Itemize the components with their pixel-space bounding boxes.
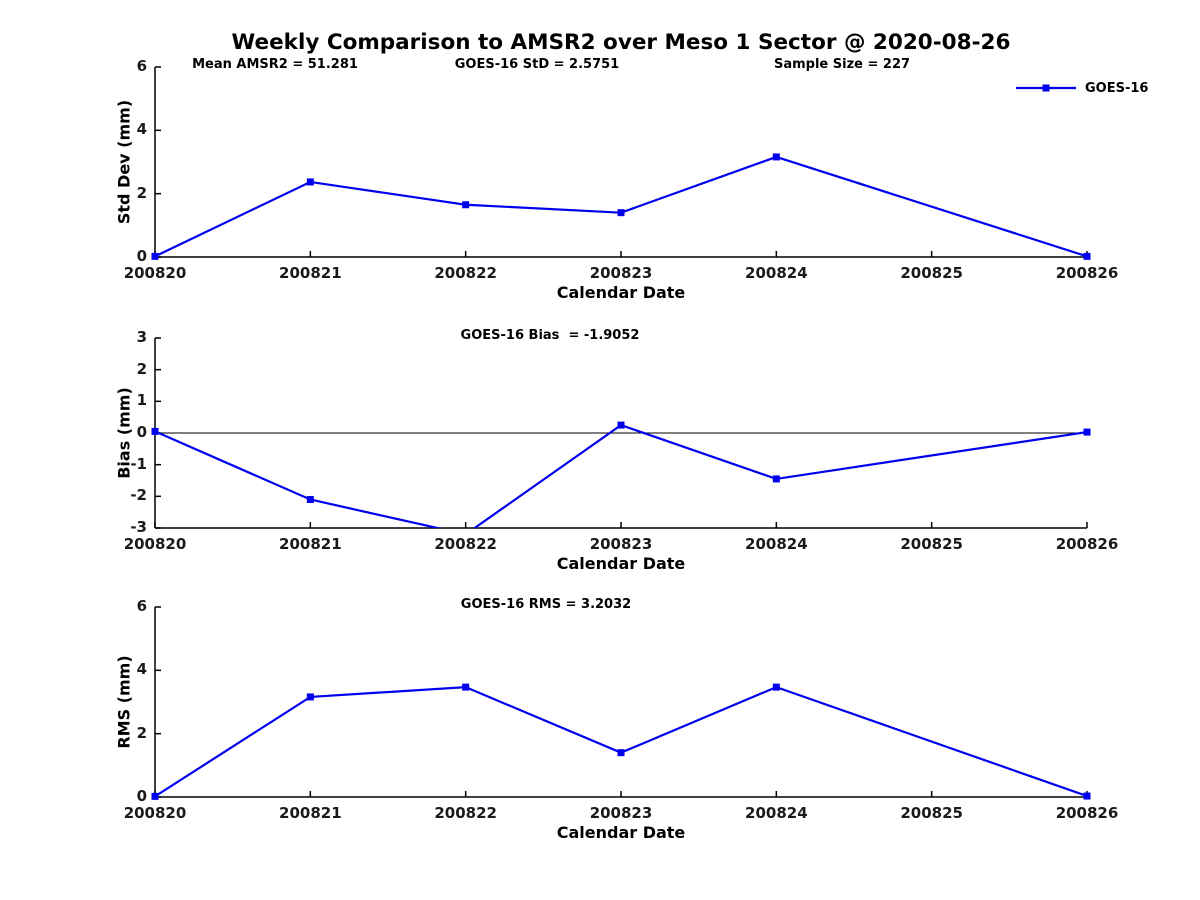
rms-x-tick-label: 200825 <box>900 804 963 822</box>
bias-x-tick-label: 200822 <box>434 535 497 553</box>
rms-x-tick-label: 200823 <box>589 804 653 822</box>
bias-data-marker <box>151 427 159 435</box>
stddev-x-tick-label: 200821 <box>279 264 342 282</box>
bias-x-tick-label: 200826 <box>1055 535 1119 553</box>
stddev-annotation: GOES-16 StD = 2.5751 <box>454 57 620 72</box>
stddev-x-tick-label: 200823 <box>589 264 653 282</box>
rms-x-tick-label: 200824 <box>745 804 808 822</box>
bias-y-tick-label: 2 <box>136 359 147 378</box>
bias-y-tick-label: -2 <box>130 486 147 505</box>
bias-data-marker <box>772 475 780 483</box>
stddev-data-marker <box>772 153 780 161</box>
rms-data-marker <box>151 792 159 800</box>
stddev-y-tick-label: 2 <box>136 183 147 202</box>
rms-data-marker <box>1083 792 1091 800</box>
bias-data-marker <box>306 496 314 503</box>
bias-y-tick-label: 1 <box>136 391 147 410</box>
bias-data-marker <box>1083 428 1091 436</box>
stddev-y-tick-label: 6 <box>136 57 147 75</box>
bias-annotation: GOES-16 Bias = -1.9052 <box>460 328 640 343</box>
rms-data-marker <box>306 693 314 701</box>
stddev-x-axis-label: Calendar Date <box>556 283 686 302</box>
rms-annotation: GOES-16 RMS = 3.2032 <box>460 597 632 612</box>
rms-data-marker <box>772 683 780 691</box>
legend-marker-icon <box>1042 84 1050 92</box>
bias-y-tick-label: 0 <box>136 423 147 441</box>
stddev-x-tick-label: 200825 <box>900 264 963 282</box>
bias-x-axis-label: Calendar Date <box>556 554 686 573</box>
stddev-data-line <box>154 155 1088 257</box>
bias-data-line <box>154 423 1088 528</box>
rms-y-axis-label: RMS (mm) <box>114 655 134 749</box>
bias-x-tick-label: 200824 <box>745 535 808 553</box>
rms-x-tick-label: 200820 <box>123 804 187 822</box>
rms-y-tick-label: 4 <box>136 660 147 679</box>
stddev-x-tick-label: 200820 <box>123 264 187 282</box>
rms-x-tick-label: 200826 <box>1055 804 1119 822</box>
rms-data-line <box>154 685 1088 797</box>
rms-x-tick-label: 200821 <box>279 804 342 822</box>
bias-y-tick-label: -1 <box>130 454 147 473</box>
stddev-x-tick-label: 200824 <box>745 264 808 282</box>
stddev-data-marker <box>617 209 625 217</box>
rms-y-tick-label: 6 <box>136 597 147 615</box>
rms-x-tick-label: 200822 <box>434 804 497 822</box>
bias-x-tick-label: 200820 <box>123 535 187 553</box>
bias-y-tick-label: -3 <box>130 518 147 536</box>
stddev-y-tick-label: 0 <box>136 247 147 265</box>
legend-line-icon <box>1016 84 1076 92</box>
stddev-y-axis-label: Std Dev (mm) <box>114 99 134 225</box>
rms-data-marker <box>617 749 625 757</box>
stddev-data-marker <box>306 178 314 186</box>
bias-x-tick-label: 200821 <box>279 535 342 553</box>
legend-label: GOES-16 <box>1085 80 1149 96</box>
rms-data-marker <box>462 683 470 691</box>
bias-y-axis-label: Bias (mm) <box>114 387 134 479</box>
bias-x-tick-label: 200825 <box>900 535 963 553</box>
rms-y-tick-label: 2 <box>136 723 147 742</box>
chart-title: Weekly Comparison to AMSR2 over Meso 1 S… <box>231 30 1011 55</box>
stddev-data-marker <box>151 252 159 260</box>
stddev-data-marker <box>1083 252 1091 260</box>
stddev-x-tick-label: 200822 <box>434 264 497 282</box>
bias-x-tick-label: 200823 <box>589 535 653 553</box>
stddev-y-tick-label: 4 <box>136 120 147 139</box>
stddev-x-tick-label: 200826 <box>1055 264 1119 282</box>
bias-data-marker <box>617 421 625 429</box>
rms-x-axis-label: Calendar Date <box>556 823 686 842</box>
rms-y-tick-label: 0 <box>136 787 147 805</box>
stddev-annotation: Mean AMSR2 = 51.281 <box>192 57 358 72</box>
bias-y-tick-label: 3 <box>136 328 147 346</box>
legend: GOES-16 <box>1015 80 1148 96</box>
stddev-data-marker <box>462 201 470 209</box>
stddev-annotation: Sample Size = 227 <box>773 57 911 72</box>
